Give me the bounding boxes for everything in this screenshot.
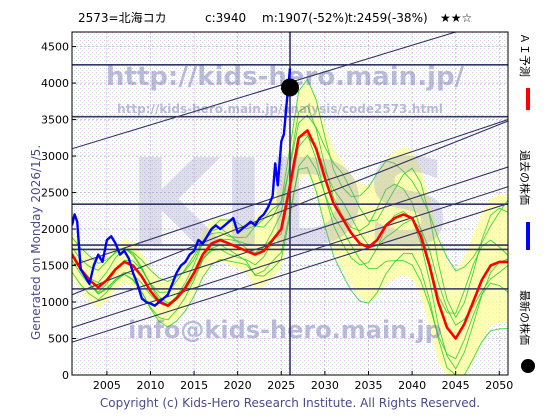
watermark-url-small: http://kids-hero.main.jp/analysis/code25… bbox=[117, 102, 443, 116]
legend-past-label: 過去の株価 bbox=[518, 150, 532, 205]
x-tick-label: 2005 bbox=[93, 379, 121, 392]
x-tick-label: 2035 bbox=[354, 379, 382, 392]
ai-forecast-line bbox=[72, 129, 508, 340]
plot-border bbox=[71, 31, 509, 376]
y-tick-label: 4000 bbox=[41, 77, 69, 90]
rating-stars: ★★☆ bbox=[440, 11, 472, 25]
channel-line bbox=[72, 186, 508, 329]
latest-marker bbox=[281, 78, 299, 97]
latest-price-dot bbox=[281, 78, 299, 97]
legend: ＡＩ予測 過去の株価 最新の株価 bbox=[518, 33, 535, 373]
y-tick-label: 1000 bbox=[41, 296, 69, 309]
series-lines bbox=[72, 68, 508, 340]
x-tick-label: 2020 bbox=[224, 379, 252, 392]
y-tick-label: 0 bbox=[62, 369, 69, 382]
channel-line bbox=[72, 166, 508, 310]
x-tick-label: 2010 bbox=[136, 379, 164, 392]
legend-forecast-label: ＡＩ予測 bbox=[518, 33, 532, 77]
past-price-line bbox=[72, 68, 292, 307]
trend-channel-lines bbox=[72, 32, 508, 343]
channel-line bbox=[72, 202, 508, 343]
y-tick-label: 2000 bbox=[41, 223, 69, 236]
channel-line bbox=[72, 32, 456, 150]
x-tick-label: 2040 bbox=[398, 379, 426, 392]
legend-latest-dot bbox=[521, 359, 535, 373]
x-tick-label: 2050 bbox=[485, 379, 513, 392]
channel-line bbox=[72, 119, 508, 267]
y-tick-label: 3500 bbox=[41, 114, 69, 127]
x-tick-label: 2045 bbox=[442, 379, 470, 392]
chart-header: 2573=北海コカ c:3940 m:1907(-52%) t:2459(-38… bbox=[78, 10, 472, 25]
y-tick-label: 2500 bbox=[41, 187, 69, 200]
y-tick-label: 500 bbox=[48, 333, 69, 346]
axes: 2005 2010 2015 2020 2025 2030 2035 2040 2045 2050… bbox=[41, 41, 513, 392]
y-tick-label: 3000 bbox=[41, 150, 69, 163]
x-tick-label: 2015 bbox=[180, 379, 208, 392]
legend-latest-label: 最新の株価 bbox=[518, 290, 532, 345]
low-target-label: m:1907(-52%) bbox=[262, 11, 349, 25]
copyright-footer: Copyright (c) Kids-Hero Research Institu… bbox=[100, 396, 480, 410]
current-price-label: c:3940 bbox=[205, 11, 246, 25]
x-tick-label: 2030 bbox=[311, 379, 339, 392]
channel-line bbox=[72, 120, 508, 296]
generated-date-label: Generated on Monday 2026/1/5. bbox=[29, 145, 43, 340]
forecast-band-area bbox=[72, 81, 508, 375]
y-tick-label: 1500 bbox=[41, 260, 69, 273]
target-label: t:2459(-38%) bbox=[348, 11, 428, 25]
ticker-label: 2573=北海コカ bbox=[78, 10, 167, 25]
x-tick-label: 2025 bbox=[267, 379, 295, 392]
watermark-email: info@kids-hero.main.jp bbox=[128, 316, 442, 344]
y-tick-label: 4500 bbox=[41, 41, 69, 54]
